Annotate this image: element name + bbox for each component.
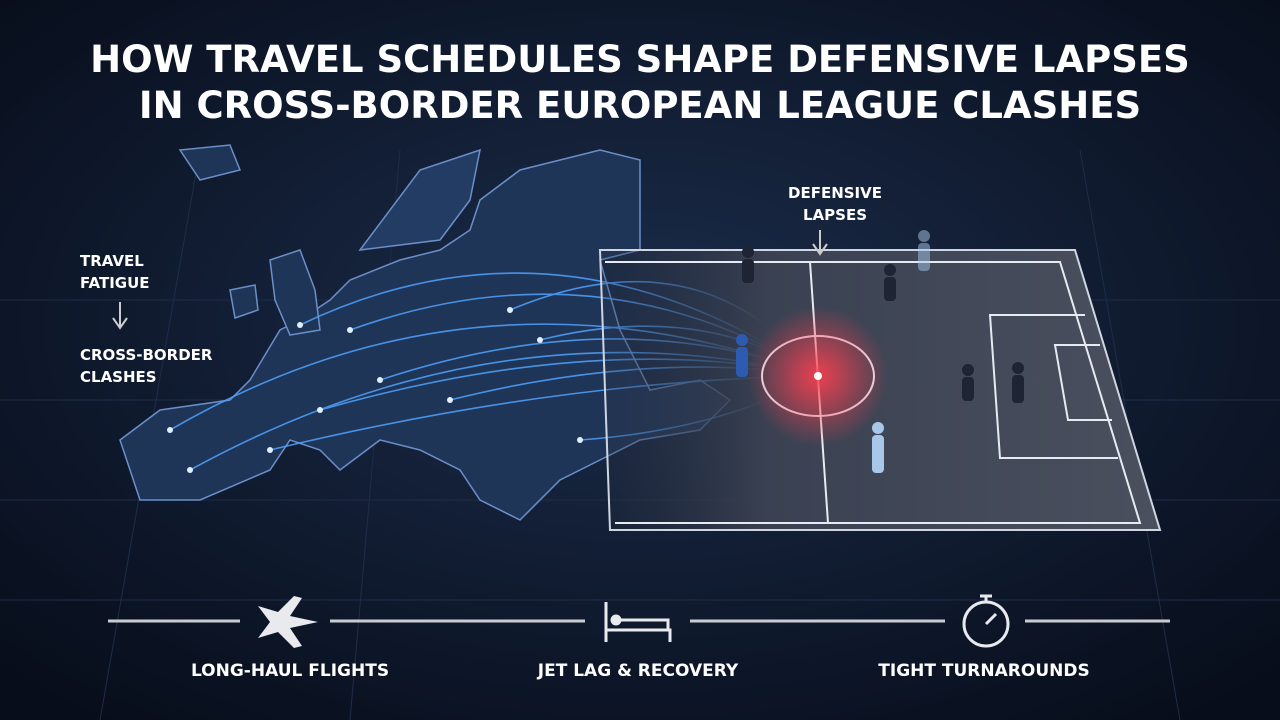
annotation: CLASHES <box>80 368 157 386</box>
timeline-label: LONG-HAUL FLIGHTS <box>191 661 389 681</box>
stopwatch-icon <box>962 594 1010 648</box>
title-line: HOW TRAVEL SCHEDULES SHAPE DEFENSIVE LAP… <box>90 38 1190 81</box>
city-dots <box>167 307 583 473</box>
title-line: IN CROSS-BORDER EUROPEAN LEAGUE CLASHES <box>139 84 1141 127</box>
players <box>736 230 1024 473</box>
annotation: FATIGUE <box>80 274 150 292</box>
bed-icon <box>604 602 672 642</box>
arrow <box>112 302 128 330</box>
title: HOW TRAVEL SCHEDULES SHAPE DEFENSIVE LAP… <box>90 38 1190 127</box>
plane-icon <box>258 596 318 648</box>
pitch <box>598 249 1162 531</box>
timeline-label: JET LAG & RECOVERY <box>537 661 739 681</box>
timeline: LONG-HAUL FLIGHTS JET LAG & RECOVERY TIG… <box>108 594 1170 681</box>
annotation: DEFENSIVE <box>788 184 882 202</box>
annotations: TRAVEL FATIGUE CROSS-BORDER CLASHES DEFE… <box>80 184 882 386</box>
annotation: CROSS-BORDER <box>80 346 213 364</box>
annotation: TRAVEL <box>80 252 144 270</box>
arrow <box>812 230 828 256</box>
timeline-label: TIGHT TURNAROUNDS <box>878 661 1089 681</box>
annotation: LAPSES <box>803 206 867 224</box>
